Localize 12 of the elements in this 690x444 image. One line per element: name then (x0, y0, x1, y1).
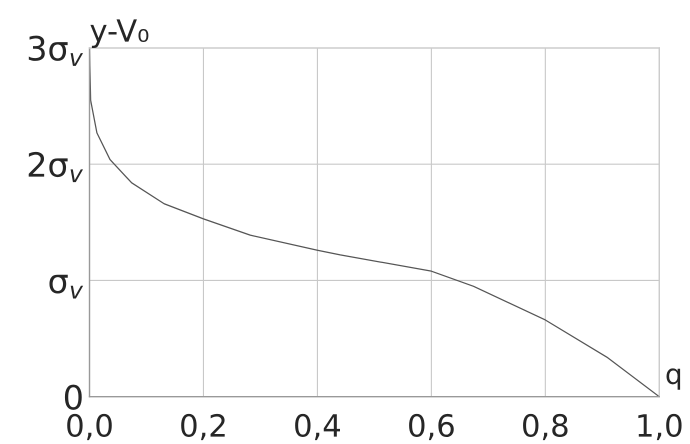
y-tick-label: 0 (64, 384, 82, 410)
y-axis-title: y-V₀ (90, 19, 148, 48)
y-tick-label: σ$_{v}$ (49, 274, 84, 298)
x-tick-label: 1,0 (638, 414, 682, 440)
x-tick-label: 0,4 (295, 414, 340, 440)
x-tick-label: 0,8 (523, 414, 568, 440)
y-tick-label: 3σ$_{v}$ (28, 36, 84, 66)
y-tick-label: 2σ$_{v}$ (28, 152, 84, 182)
x-tick-label: 0,0 (67, 414, 112, 440)
x-tick-label: 0,2 (181, 414, 225, 440)
x-axis-title: q (666, 368, 680, 390)
x-tick-label: 0,6 (409, 414, 454, 440)
